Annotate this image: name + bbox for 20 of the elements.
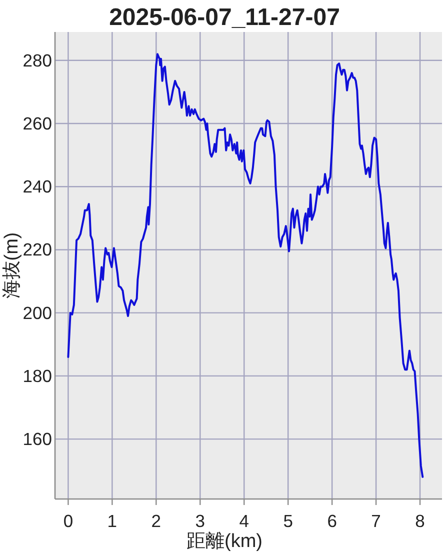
y-tick-label: 200	[22, 302, 52, 323]
x-tick-label: 5	[283, 511, 293, 531]
x-tick-label: 1	[107, 511, 118, 531]
y-tick-label: 180	[22, 366, 52, 386]
x-tick-label: 2	[151, 511, 162, 531]
x-tick-label: 6	[327, 511, 337, 531]
y-tick-label: 280	[22, 50, 52, 70]
x-tick-label: 8	[415, 511, 425, 531]
line-series	[67, 53, 424, 478]
x-tick-label: 7	[371, 511, 381, 531]
y-axis-title: 海抜(m)	[2, 232, 22, 299]
x-tick-label: 0	[63, 511, 74, 531]
y-tick-label: 160	[22, 429, 52, 450]
y-tick-label: 260	[22, 114, 52, 134]
x-tick-label: 3	[195, 511, 205, 531]
y-tick-label: 240	[22, 176, 52, 197]
x-axis-title: 距離(km)	[186, 531, 262, 552]
x-tick-label: 4	[239, 511, 250, 531]
y-tick-label: 220	[22, 240, 52, 260]
chart-title: 2025-06-07_11-27-07	[109, 4, 340, 31]
